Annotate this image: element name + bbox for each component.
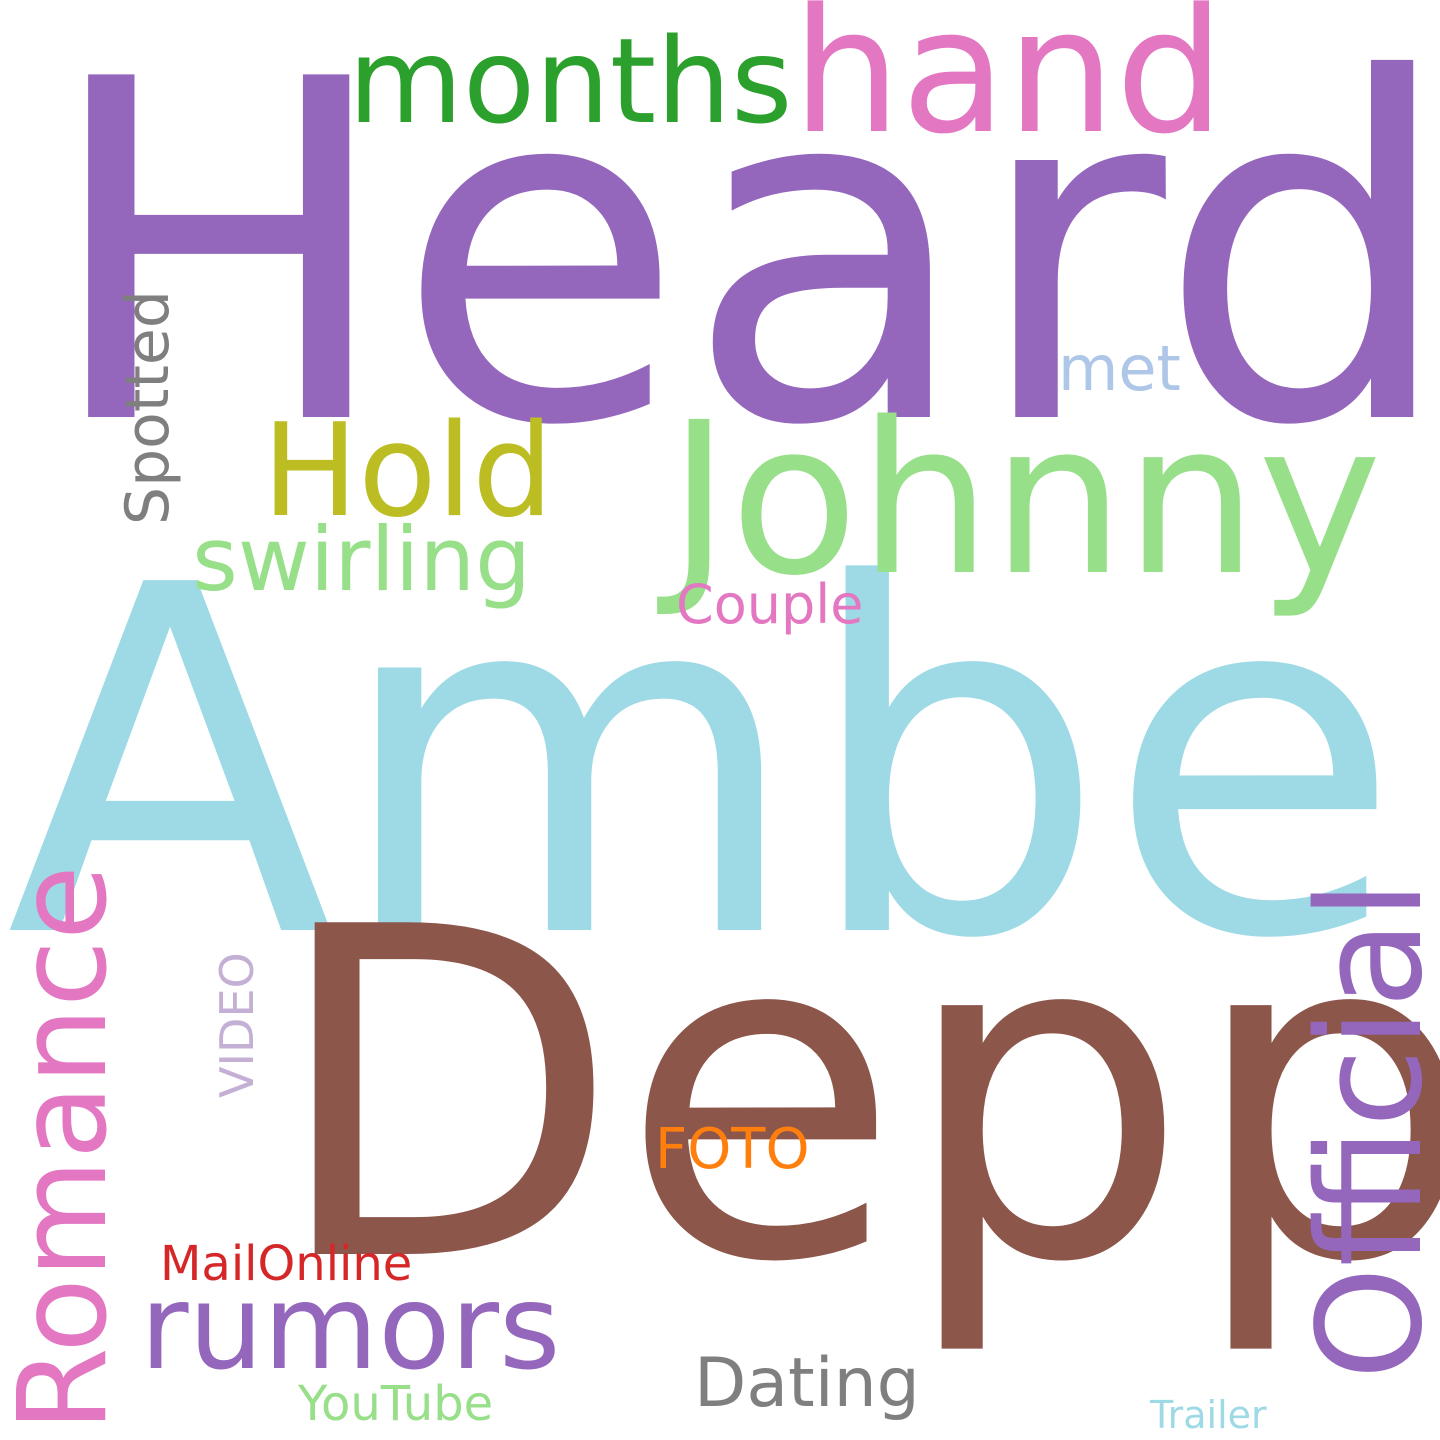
word-couple: Couple [676,573,864,636]
word-trailer: Trailer [1150,1393,1267,1437]
word-hand: hand [792,0,1225,172]
word-romance: Romance [0,865,134,1432]
word-official: Official [1286,880,1440,1380]
word-rumors: rumors [140,1258,561,1396]
word-youtube: YouTube [298,1376,494,1432]
word-mailonline: MailOnline [160,1236,413,1292]
word-dating: Dating [694,1344,920,1423]
word-video: VIDEO [210,952,264,1098]
word-met: met [1058,332,1181,405]
word-spotted: Spotted [113,290,183,525]
word-hold: Hold [262,397,554,546]
word-foto: FOTO [655,1117,810,1182]
word-heard: Heard [42,0,1440,528]
word-depp: Depp [270,833,1440,1362]
word-months: months [348,12,793,150]
word-johnny: Johnny [668,377,1382,622]
word-swirling: swirling [192,508,531,611]
word-amber: Amber [6,485,1440,1044]
